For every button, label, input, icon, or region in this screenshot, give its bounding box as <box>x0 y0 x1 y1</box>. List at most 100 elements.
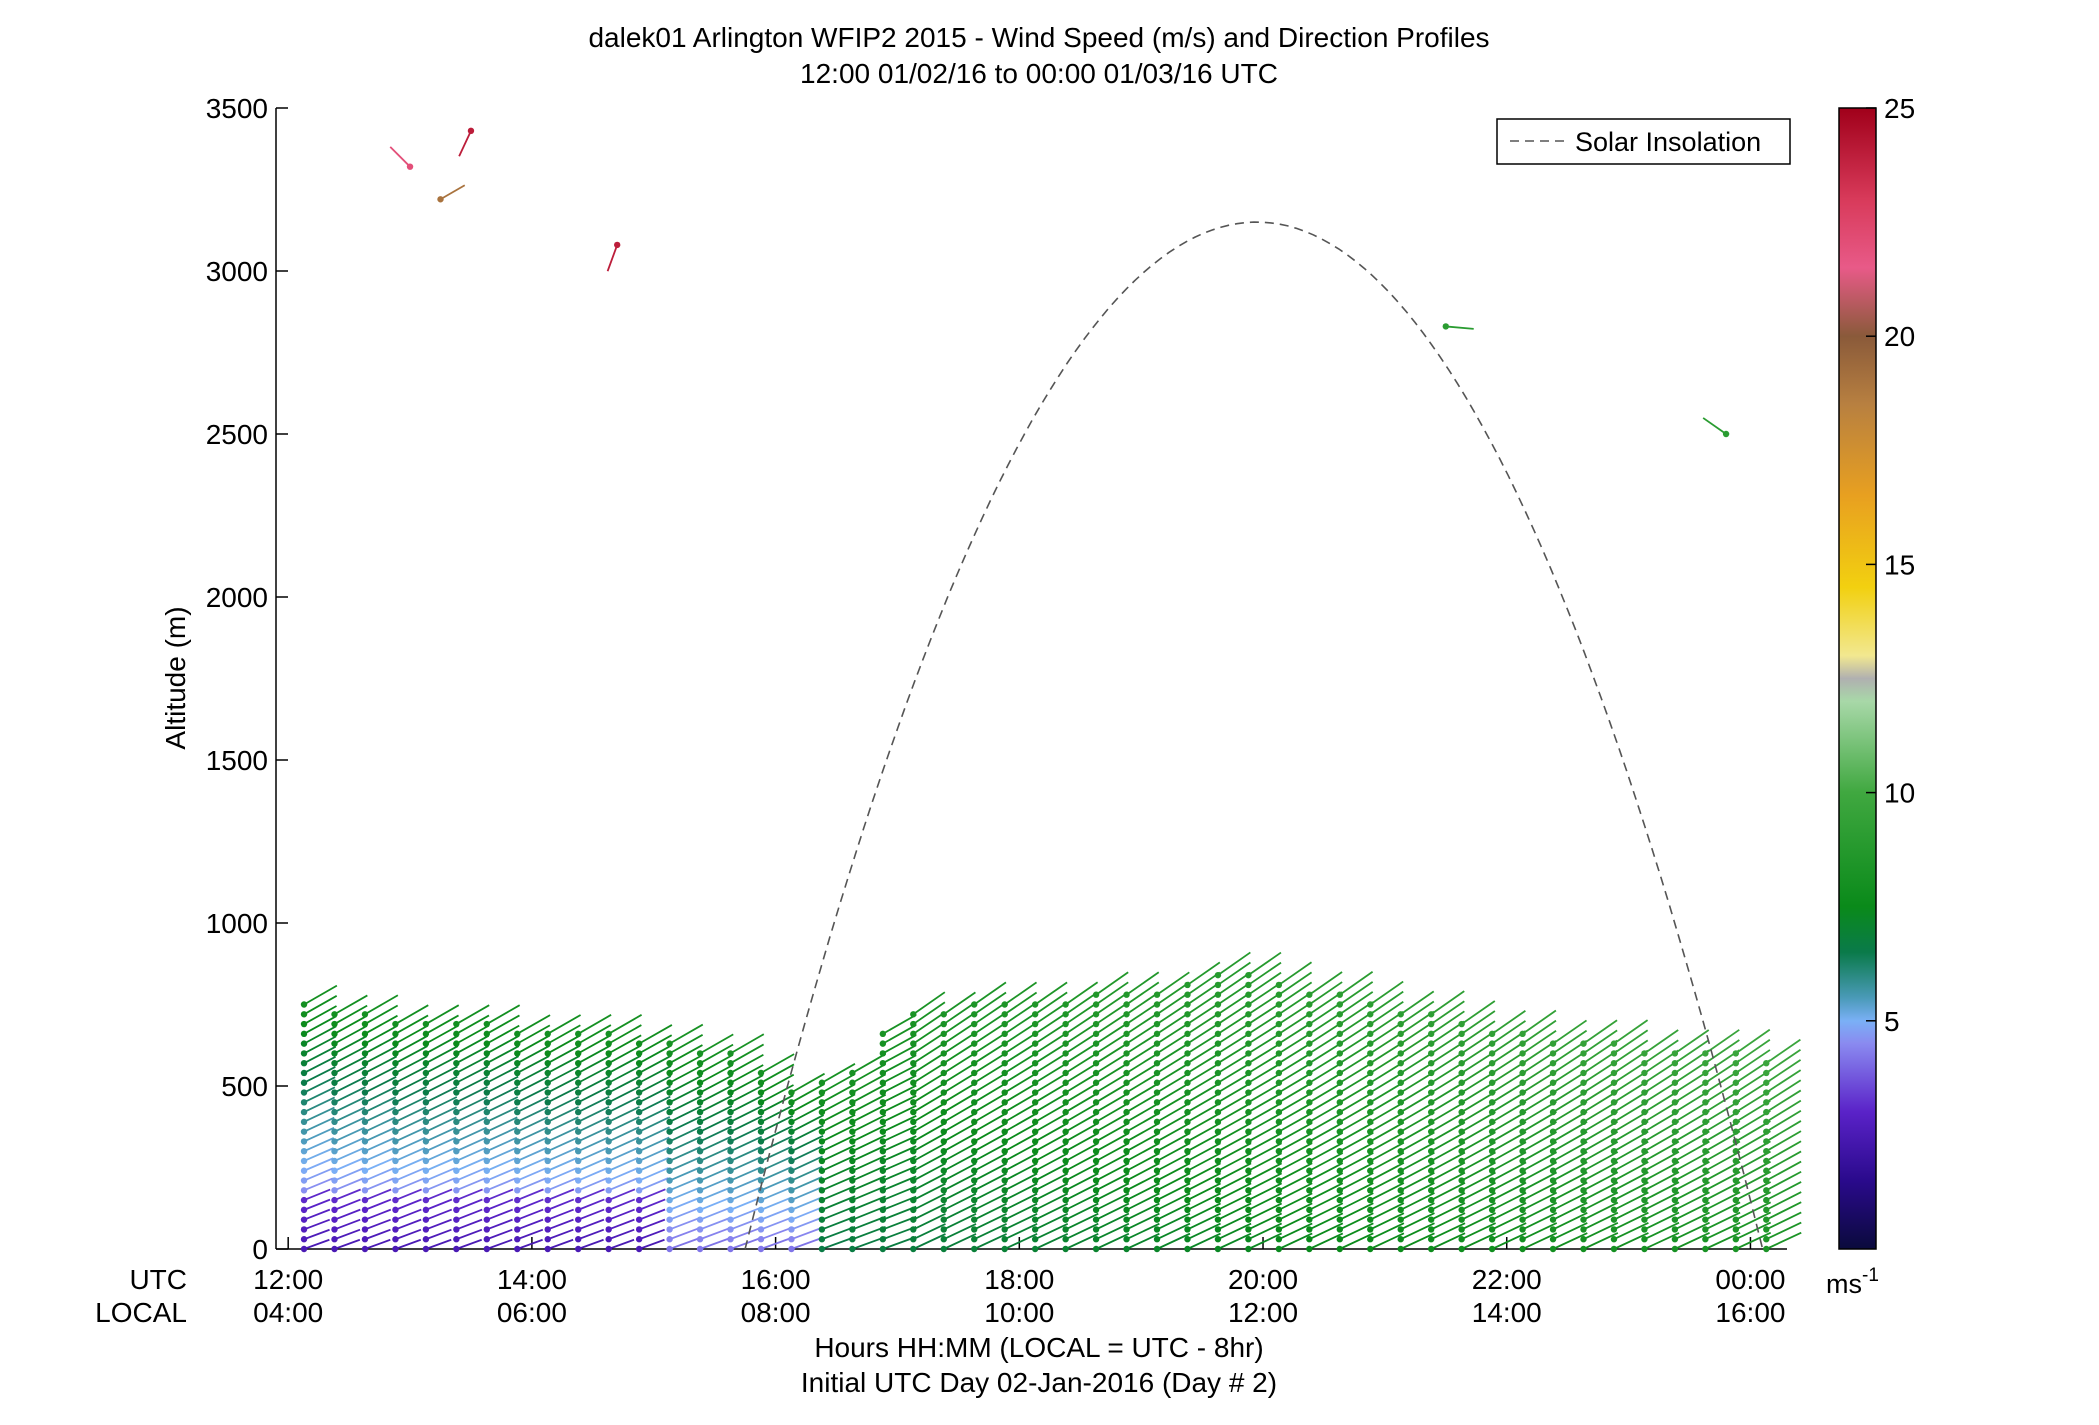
wind-barb <box>544 1085 580 1106</box>
wind-barb <box>727 1105 763 1126</box>
wind-barb <box>818 1083 856 1106</box>
wind-barb <box>514 1024 551 1047</box>
wind-barb <box>1580 1211 1619 1233</box>
wind-barb <box>300 1106 335 1126</box>
wind-barb <box>544 1157 578 1174</box>
wind-barb <box>1641 1120 1680 1145</box>
wind-barb <box>1397 1081 1435 1106</box>
wind-barb <box>361 1065 397 1086</box>
wind-barb <box>453 1228 483 1243</box>
wind-barb <box>971 1132 1007 1155</box>
wind-barb <box>666 1186 700 1204</box>
wind-barb <box>392 1157 426 1174</box>
wind-barb <box>757 1084 794 1106</box>
wind-barb <box>575 1116 610 1135</box>
wind-barb <box>1336 1011 1374 1038</box>
wind-barb <box>453 1157 487 1174</box>
wind-barb <box>727 1197 761 1214</box>
wind-barb <box>361 1218 391 1233</box>
wind-barb <box>1641 1221 1680 1243</box>
wind-barb <box>361 1045 398 1067</box>
wind-barb <box>1580 1151 1619 1174</box>
wind-barb <box>483 1014 520 1038</box>
wind-barb <box>1123 1182 1160 1204</box>
wind-barb <box>1153 1202 1191 1223</box>
wind-barb <box>879 1054 917 1077</box>
wind-barb <box>727 1094 764 1116</box>
wind-barb <box>1153 1192 1191 1214</box>
wind-barb <box>940 1152 977 1174</box>
wind-barb <box>1092 1182 1130 1204</box>
wind-barb <box>1488 1131 1527 1155</box>
wind-barb <box>1427 1192 1466 1214</box>
wind-barb <box>483 1024 520 1047</box>
wind-barb <box>1306 1112 1344 1135</box>
wind-barb <box>635 1034 673 1057</box>
wind-barb <box>300 1177 334 1194</box>
wind-barb <box>605 1198 636 1214</box>
colorbar-tick-label: 25 <box>1884 93 1915 124</box>
wind-barb <box>1031 1041 1068 1067</box>
wind-barb <box>910 1011 946 1038</box>
wind-barb <box>910 1202 946 1223</box>
wind-barb <box>1031 1031 1068 1057</box>
wind-barb <box>910 1152 946 1174</box>
wind-barb <box>757 1176 792 1194</box>
wind-barb <box>1397 1182 1435 1204</box>
wind-barb <box>1610 1151 1649 1174</box>
wind-barb <box>453 1167 486 1184</box>
wind-barb <box>910 1102 946 1126</box>
wind-barb <box>1062 1172 1099 1194</box>
wind-barb <box>1336 1031 1374 1057</box>
wind-barb <box>1427 1202 1466 1223</box>
wind-barb <box>666 1207 700 1223</box>
wind-barb <box>1671 1039 1710 1067</box>
wind-barb <box>1001 1122 1038 1145</box>
wind-barb <box>605 1136 640 1155</box>
wind-barb <box>1062 1072 1099 1096</box>
wind-barb <box>1306 1232 1344 1253</box>
wind-barb <box>1184 1062 1221 1086</box>
wind-barb <box>1001 1072 1038 1096</box>
x-tick-label-local: 06:00 <box>497 1297 567 1328</box>
wind-barb <box>514 1136 548 1155</box>
wind-barb <box>818 1124 856 1145</box>
wind-barb <box>1732 1221 1772 1243</box>
wind-barb <box>1245 1052 1282 1077</box>
wind-barb <box>1275 1222 1313 1243</box>
wind-barb <box>453 1075 489 1096</box>
wind-barb <box>1580 1019 1618 1047</box>
wind-barb <box>575 1156 609 1174</box>
wind-barb <box>666 1034 704 1057</box>
wind-barb <box>1001 1233 1038 1253</box>
wind-barb <box>453 1188 483 1204</box>
wind-barb <box>1275 1112 1313 1135</box>
wind-barb <box>1671 1171 1710 1194</box>
wind-barb <box>1184 971 1221 998</box>
wind-barb <box>331 1065 367 1086</box>
wind-barb <box>1245 1212 1283 1233</box>
wind-barb <box>1610 1120 1649 1145</box>
wind-barb <box>757 1135 793 1155</box>
wind-barb <box>575 1014 612 1038</box>
wind-barb <box>1427 1131 1466 1155</box>
wind-barb <box>1123 1102 1160 1126</box>
wind-barb <box>1275 1092 1313 1116</box>
wind-barb <box>696 1237 729 1253</box>
wind-barb <box>1001 1162 1038 1184</box>
wind-barb <box>666 1166 701 1184</box>
wind-barb <box>849 1073 887 1096</box>
wind-barb <box>1671 1140 1710 1165</box>
wind-barb <box>1214 1202 1252 1223</box>
wind-barb <box>971 1031 1007 1057</box>
wind-barb <box>635 1156 670 1174</box>
wind-barb <box>1488 1171 1527 1194</box>
wind-barb <box>300 1157 334 1174</box>
wind-barb <box>1763 1181 1802 1204</box>
wind-barb <box>1275 1122 1313 1145</box>
wind-barb <box>392 1045 428 1067</box>
wind-barb <box>1306 1172 1344 1194</box>
wind-barb <box>1123 1072 1160 1096</box>
wind-barb <box>971 1223 1007 1243</box>
wind-barb <box>1397 1041 1435 1067</box>
